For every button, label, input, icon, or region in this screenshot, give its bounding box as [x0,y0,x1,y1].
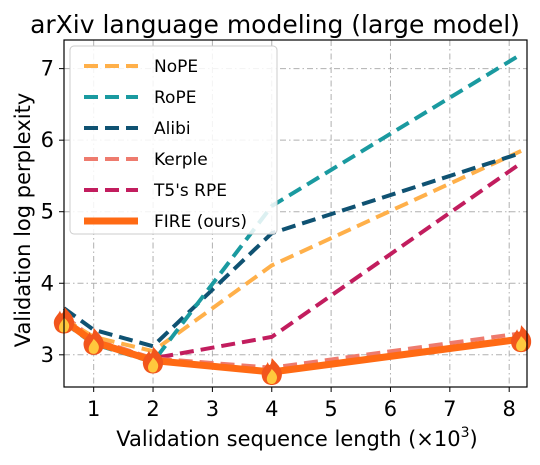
x-axis-label-suffix: ) [470,427,478,451]
x-tick-label: 8 [503,397,516,421]
x-ticks: 1 2 3 4 5 6 7 8 [87,387,516,421]
legend: NoPE RoPE Alibi Kerple T5's RPE FIRE (ours) [69,45,278,235]
legend-label: T5's RPE [153,181,227,201]
x-tick-label: 1 [87,397,100,421]
legend-label: Alibi [154,119,191,139]
fire-inner-flame [516,336,527,352]
x-tick-label: 2 [146,397,159,421]
x-tick-label: 4 [265,397,278,421]
y-tick-label: 6 [41,128,54,152]
x-axis-label-superscript: 3 [461,425,470,441]
fire-inner-flame [266,369,277,384]
x-tick-label: 3 [206,397,219,421]
y-ticks: 3 4 5 6 7 [41,57,64,367]
y-axis-label: Validation log perplexity [11,93,35,348]
x-tick-label: 6 [384,397,397,421]
y-tick-label: 5 [41,200,54,224]
x-axis-label: Validation sequence length (×103) [116,425,478,451]
plot-frame [63,39,528,388]
series-line-alibi [62,151,522,349]
fire-inner-flame [88,338,99,354]
y-tick-label: 4 [41,271,54,295]
y-tick-label: 7 [41,57,54,81]
legend-label: FIRE (ours) [154,212,247,232]
x-tick-label: 5 [324,397,337,421]
y-tick-label: 3 [41,343,54,367]
fire-icon [142,346,164,374]
x-axis-label-main: Validation sequence length (×10 [116,427,460,451]
legend-box [69,45,278,235]
x-tick-label: 7 [443,397,456,421]
fire-icon [261,358,282,385]
legend-label: Kerple [154,150,208,170]
fire-inner-flame [148,357,159,373]
legend-label: RoPE [154,88,196,108]
fire-icon [510,325,532,353]
legend-label: NoPE [154,57,198,77]
chart-title: arXiv language modeling (large model) [30,10,520,39]
fire-icon [83,327,104,355]
fire-markers [53,306,532,385]
